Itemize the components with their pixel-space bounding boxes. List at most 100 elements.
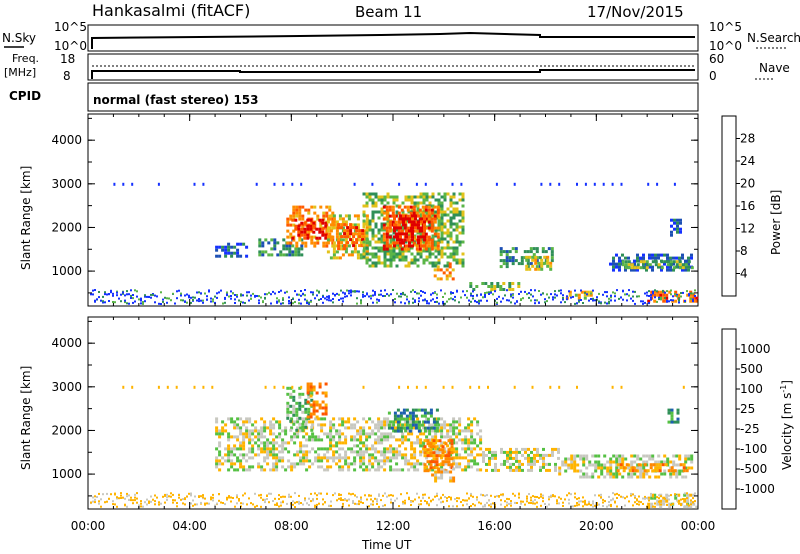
data-cell [319,205,323,209]
data-cell [430,211,434,215]
data-cell [426,439,430,443]
data-cell [323,417,327,421]
data-cell [633,266,637,270]
velocity-colorbar-label: Velocity [m s-1] [779,380,794,470]
data-cell [340,226,344,230]
colorbar-tick-label: 1000 [740,342,771,356]
data-cell [335,441,339,445]
data-cell [424,217,428,221]
data-cell [380,438,384,442]
data-cell [387,426,391,430]
data-cell [412,229,416,233]
data-cell [365,420,369,424]
data-cell [440,231,444,235]
data-cell [608,495,610,498]
data-cell [365,204,369,208]
data-cell [452,467,456,471]
data-cell [645,472,649,476]
data-cell [684,457,688,461]
data-cell [294,218,298,222]
data-cell [427,244,431,248]
data-cell [233,420,237,424]
data-cell [432,298,434,301]
data-cell [546,293,548,296]
data-cell [517,282,521,285]
data-cell [430,220,434,224]
data-cell [454,299,456,302]
data-cell [348,504,350,507]
data-cell [138,298,140,301]
data-cell [510,504,512,507]
data-cell [452,450,456,454]
data-cell [473,441,477,445]
data-cell [380,207,384,211]
data-cell [310,492,312,495]
data-cell [260,429,264,433]
data-cell [630,460,634,464]
data-cell [405,420,409,424]
data-cell [568,293,572,297]
nsky-panel: N.Sky 10^5 10^0 N.Search 10^5 10^0 [2,20,800,53]
data-cell [278,435,282,439]
data-cell [474,504,476,507]
data-cell [434,291,436,294]
data-cell [365,228,369,232]
data-cell [410,417,414,421]
data-cell [146,295,148,298]
data-cell [312,412,316,416]
data-cell [297,227,301,231]
data-cell [525,264,529,268]
data-cell [128,302,130,305]
data-cell [296,417,300,421]
data-cell [397,211,401,215]
data-cell [634,496,636,499]
data-cell [458,213,462,217]
data-cell [362,429,366,433]
data-cell [440,456,444,460]
data-cell [576,497,578,500]
data-cell [467,447,471,451]
data-cell [348,492,350,495]
date-title: 17/Nov/2015 [587,3,684,21]
data-cell [352,502,354,504]
data-cell [344,214,348,218]
data-cell [657,475,661,479]
data-cell [524,450,527,454]
data-cell [446,497,448,500]
data-cell [657,263,661,267]
data-cell [356,503,358,506]
data-cell [342,300,344,303]
data-cell [426,451,430,455]
data-cell [380,423,384,427]
data-cell [452,292,454,294]
data-cell [371,192,375,196]
data-cell [377,429,381,433]
data-cell [404,420,408,424]
nsky-left-bottom: 10^0 [54,39,87,53]
data-cell [206,502,208,505]
data-cell [116,294,118,297]
data-cell [464,426,468,430]
data-cell [188,296,190,299]
data-cell [461,231,465,235]
data-cell [476,496,478,499]
data-cell [440,201,444,205]
data-cell [272,417,276,421]
data-cell [611,182,614,186]
data-cell [94,289,96,291]
data-cell [292,205,296,209]
data-cell [538,290,540,292]
data-cell [310,291,312,294]
data-cell [297,253,301,257]
data-cell [353,435,357,439]
data-cell [549,182,552,186]
data-cell [446,261,450,265]
data-cell [636,454,640,458]
data-cell [288,247,292,251]
data-cell [615,265,618,269]
data-cell [399,217,402,221]
data-cell [619,466,623,470]
data-cell [621,260,625,264]
data-cell [551,447,554,451]
velocity-ylabel: Slant Range [km] [19,366,33,470]
